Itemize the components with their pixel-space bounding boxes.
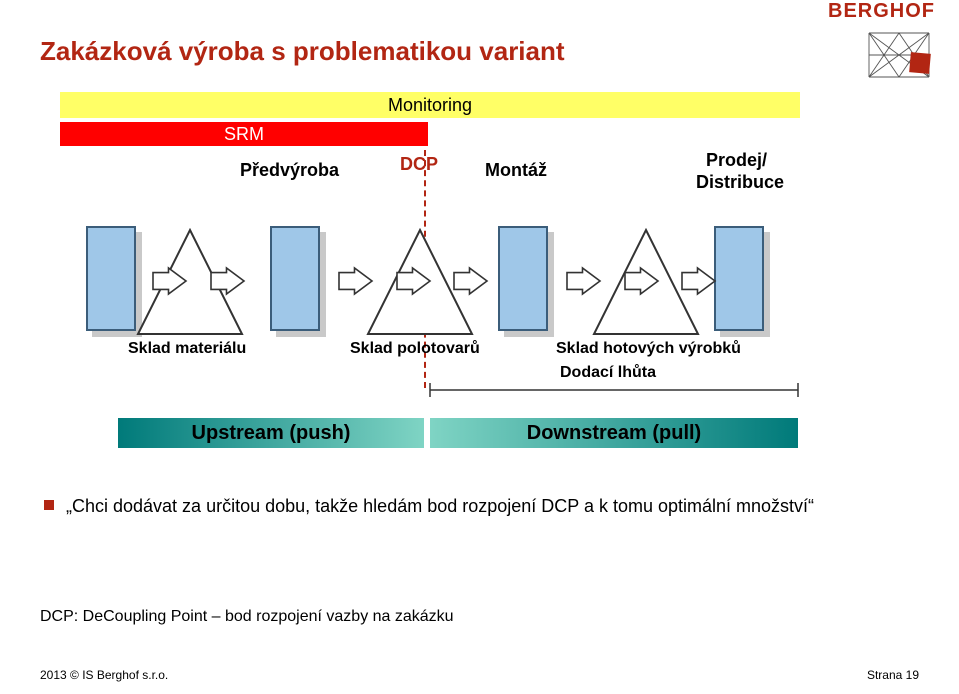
footer-copyright: 2013 © IS Berghof s.r.o. — [40, 668, 168, 682]
bullet-square-icon — [44, 500, 54, 510]
brand-logo-icon — [828, 27, 935, 85]
srm-label: SRM — [224, 124, 264, 144]
monitoring-label: Monitoring — [388, 95, 472, 115]
label-dodaci-lhuta: Dodací lhůta — [560, 364, 656, 382]
bullet-item: „Chci dodávat za určitou dobu, takže hle… — [44, 494, 814, 518]
process-box — [714, 226, 764, 331]
monitoring-bar: Monitoring — [60, 92, 800, 118]
flow-arrow-icon — [453, 266, 489, 296]
flow-arrow-icon — [338, 266, 374, 296]
brand-logo: BERGHOF — [828, 0, 935, 85]
bullet-text: „Chci dodávat za určitou dobu, takže hle… — [66, 494, 814, 518]
flow-arrow-icon — [624, 266, 660, 296]
label-dcp: DCP — [400, 154, 438, 175]
flow-arrow-icon — [566, 266, 602, 296]
flow-arrow-icon — [681, 266, 717, 296]
srm-bar: SRM — [60, 122, 428, 146]
label-distribuce: Distribuce — [696, 172, 784, 193]
downstream-label: Downstream (pull) — [527, 422, 701, 444]
label-sklad-polotovaru: Sklad polotovarů — [350, 340, 480, 358]
flow-arrow-icon — [210, 266, 246, 296]
label-sklad-hotovych: Sklad hotových výrobků — [556, 340, 741, 358]
brand-logo-text: BERGHOF — [828, 0, 935, 23]
label-montaz: Montáž — [485, 160, 547, 181]
slide-title: Zakázková výroba s problematikou variant — [40, 36, 565, 67]
process-box — [86, 226, 136, 331]
process-box — [270, 226, 320, 331]
flow-arrow-icon — [396, 266, 432, 296]
flow-arrow-icon — [152, 266, 188, 296]
label-prodej: Prodej/ — [706, 150, 767, 171]
process-box — [498, 226, 548, 331]
label-predvyroba: Předvýroba — [240, 160, 339, 181]
label-sklad-materialu: Sklad materiálu — [128, 340, 246, 358]
footer-note: DCP: DeCoupling Point – bod rozpojení va… — [40, 608, 454, 626]
downstream-bar: Downstream (pull) — [430, 418, 798, 448]
upstream-label: Upstream (push) — [192, 422, 351, 444]
footer-page-number: Strana 19 — [867, 668, 919, 682]
upstream-bar: Upstream (push) — [118, 418, 424, 448]
